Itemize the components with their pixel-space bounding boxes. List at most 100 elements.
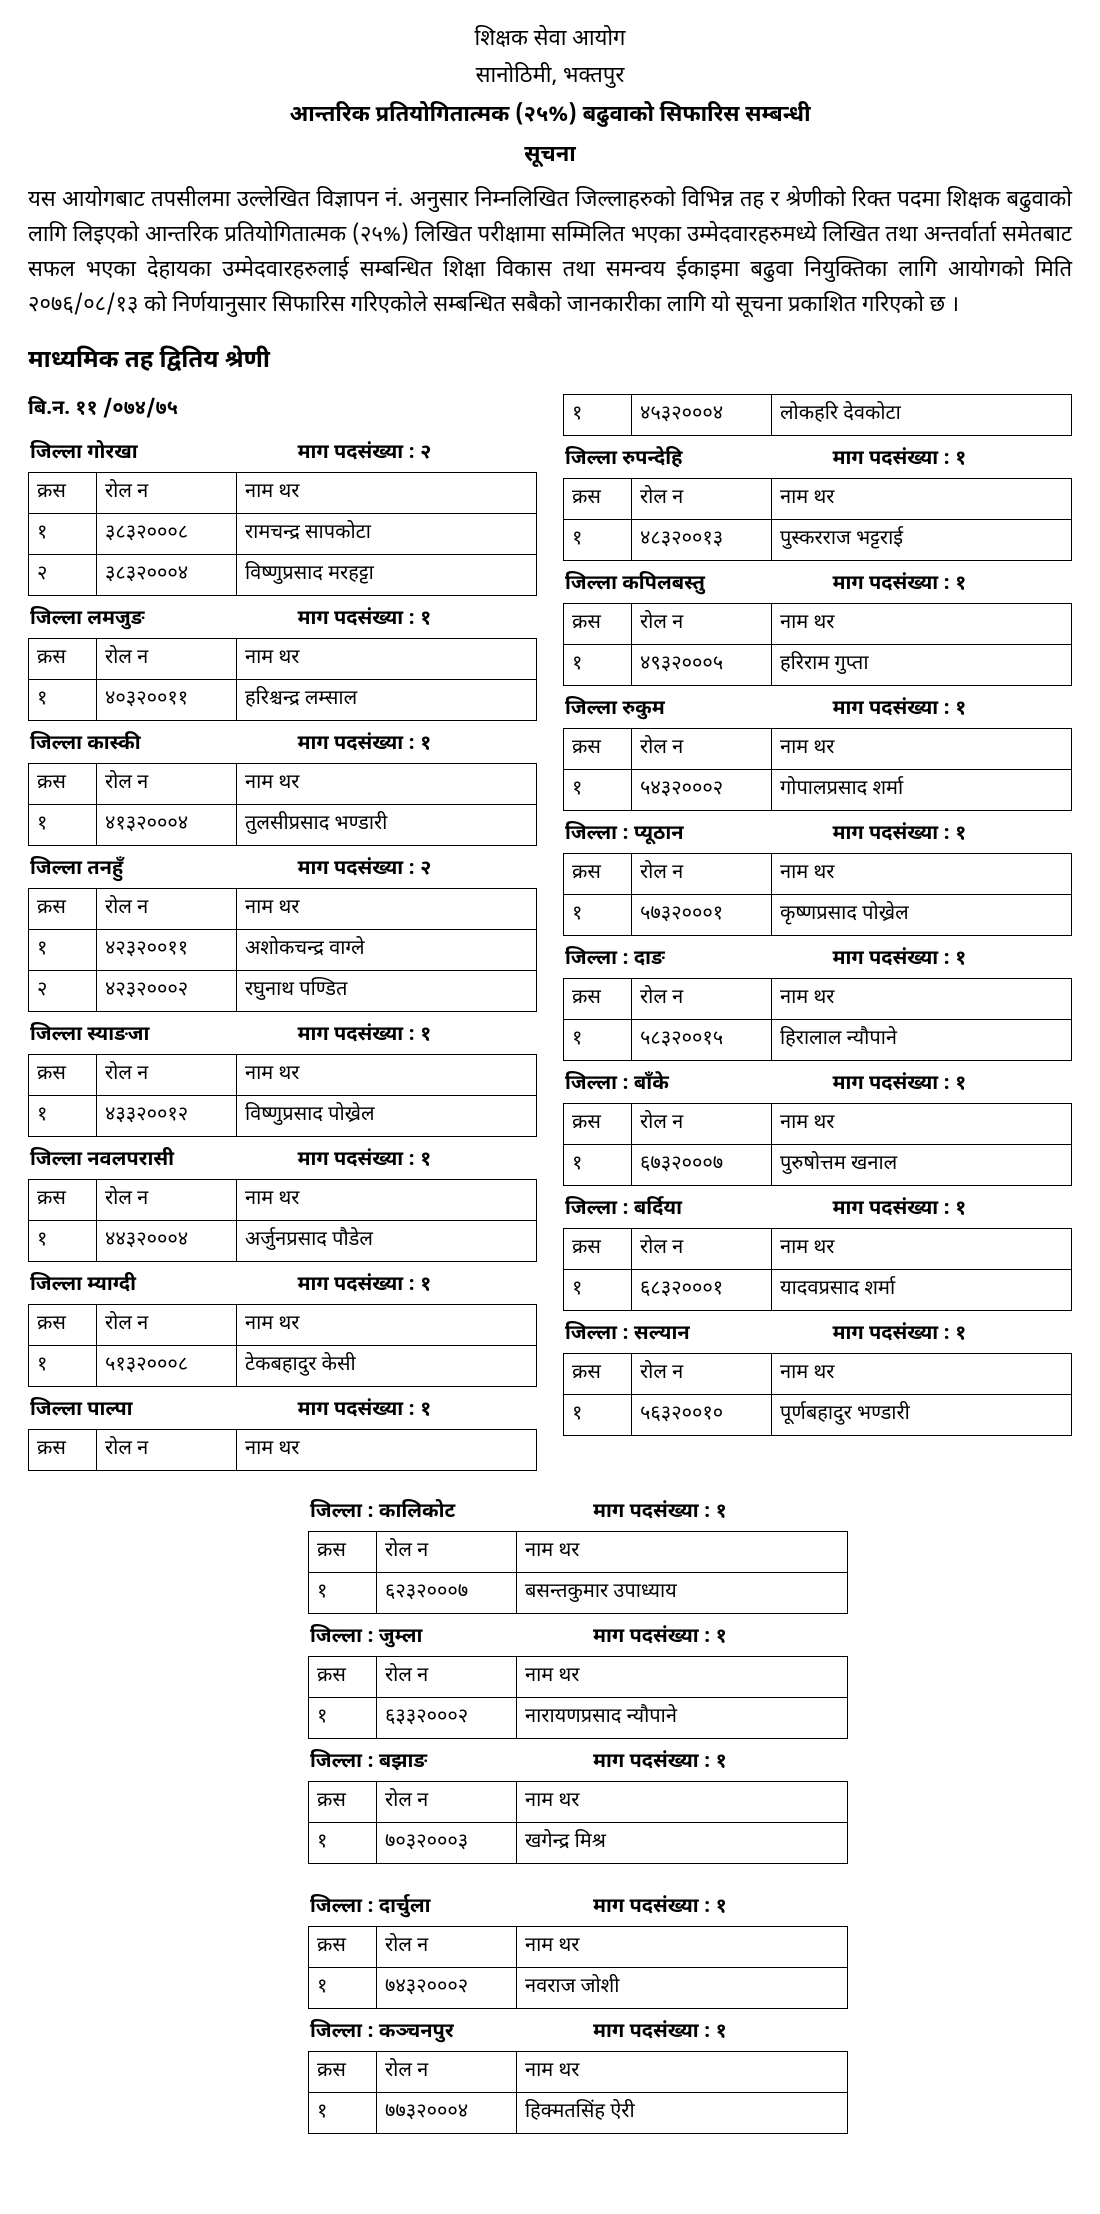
col-header-sn: क्रस xyxy=(309,1926,377,1967)
district-name: जिल्ला : सल्यान xyxy=(565,1319,803,1351)
district-header: जिल्ला गोरखामाग पदसंख्या : २ xyxy=(28,432,537,472)
result-table: क्रसरोल ननाम थर१६८३२०००१यादवप्रसाद शर्मा xyxy=(563,1228,1072,1311)
cell-roll: ४२३२०००२ xyxy=(97,970,237,1011)
section-title: माध्यमिक तह द्वितिय श्रेणी xyxy=(28,342,1072,380)
col-header-roll: रोल न xyxy=(97,763,237,804)
district-header: जिल्ला : कञ्चनपुरमाग पदसंख्या : १ xyxy=(308,2011,848,2051)
table-row: २३८३२०००४विष्णुप्रसाद मरहट्टा xyxy=(29,554,537,595)
result-table: क्रसरोल ननाम थर१७०३२०००३खगेन्द्र मिश्र xyxy=(308,1781,848,1864)
col-header-roll: रोल न xyxy=(97,1179,237,1220)
demand-count: माग पदसंख्या : १ xyxy=(803,694,1071,726)
cell-name: खगेन्द्र मिश्र xyxy=(517,1822,848,1863)
col-header-sn: क्रस xyxy=(309,1656,377,1697)
cell-sn: १ xyxy=(309,2092,377,2133)
cell-sn: १ xyxy=(564,894,632,935)
col-header-name: नाम थर xyxy=(237,1304,537,1345)
cell-roll: ५६३२००१० xyxy=(632,1394,772,1435)
table-row: १४५३२०००४लोकहरि देवकोटा xyxy=(564,394,1072,435)
col-header-name: नाम थर xyxy=(517,1926,848,1967)
district-name: जिल्ला नवलपरासी xyxy=(30,1145,268,1177)
cell-sn: १ xyxy=(309,1697,377,1738)
cell-sn: २ xyxy=(29,970,97,1011)
demand-count: माग पदसंख्या : १ xyxy=(268,729,536,761)
district-name: जिल्ला कपिलबस्तु xyxy=(565,569,803,601)
col-header-sn: क्रस xyxy=(309,1531,377,1572)
result-table: क्रसरोल ननाम थर१६२३२०००७बसन्तकुमार उपाध्… xyxy=(308,1531,848,1614)
district-name: जिल्ला : दार्चुला xyxy=(310,1892,563,1924)
table-row: १४१३२०००४तुलसीप्रसाद भण्डारी xyxy=(29,804,537,845)
cell-roll: ४२३२००११ xyxy=(97,929,237,970)
demand-count: माग पदसंख्या : १ xyxy=(268,1020,536,1052)
cell-roll: ४९३२०००५ xyxy=(632,644,772,685)
col-header-roll: रोल न xyxy=(97,638,237,679)
district-header: जिल्ला नवलपरासीमाग पदसंख्या : १ xyxy=(28,1139,537,1179)
result-table: क्रसरोल ननाम थर xyxy=(28,1429,537,1471)
district-name: जिल्ला म्याग्दी xyxy=(30,1270,268,1302)
cell-sn: १ xyxy=(29,1095,97,1136)
cell-sn: १ xyxy=(29,679,97,720)
district-name: जिल्ला : दाङ xyxy=(565,944,803,976)
table-row: १५४३२०००२गोपालप्रसाद शर्मा xyxy=(564,769,1072,810)
cell-name: यादवप्रसाद शर्मा xyxy=(772,1269,1072,1310)
col-header-roll: रोल न xyxy=(97,888,237,929)
result-table: क्रसरोल ननाम थर१६७३२०००७पुरुषोत्तम खनाल xyxy=(563,1103,1072,1186)
cell-roll: ३८३२०००४ xyxy=(97,554,237,595)
ad-number: बि.न. ११ /०७४/७५ xyxy=(28,394,537,426)
result-table: क्रसरोल ननाम थर१४८३२००१३पुस्करराज भट्टरा… xyxy=(563,478,1072,561)
cell-roll: ७४३२०००२ xyxy=(377,1967,517,2008)
district-name: जिल्ला लमजुङ xyxy=(30,604,268,636)
district-header: जिल्ला : प्यूठानमाग पदसंख्या : १ xyxy=(563,813,1072,853)
cell-roll: ७०३२०००३ xyxy=(377,1822,517,1863)
cell-roll: ४५३२०००४ xyxy=(632,394,772,435)
district-name: जिल्ला : बर्दिया xyxy=(565,1194,803,1226)
col-header-roll: रोल न xyxy=(97,472,237,513)
col-header-sn: क्रस xyxy=(29,763,97,804)
table-row: १४३३२००१२विष्णुप्रसाद पोख्रेल xyxy=(29,1095,537,1136)
table-row: १४४३२०००४अर्जुनप्रसाद पौडेल xyxy=(29,1220,537,1261)
table-row: १४८३२००१३पुस्करराज भट्टराई xyxy=(564,519,1072,560)
col-header-name: नाम थर xyxy=(517,1531,848,1572)
district-header: जिल्ला तनहुँमाग पदसंख्या : २ xyxy=(28,848,537,888)
cell-name: रघुनाथ पण्डित xyxy=(237,970,537,1011)
cell-sn: १ xyxy=(564,769,632,810)
table-row: १४०३२००११हरिश्चन्द्र लम्साल xyxy=(29,679,537,720)
col-header-sn: क्रस xyxy=(29,888,97,929)
demand-count: माग पदसंख्या : २ xyxy=(268,854,536,886)
col-header-roll: रोल न xyxy=(632,853,772,894)
result-table: क्रसरोल ननाम थर१४४३२०००४अर्जुनप्रसाद पौड… xyxy=(28,1179,537,1262)
col-header-name: नाम थर xyxy=(517,1656,848,1697)
cell-name: रामचन्द्र सापकोटा xyxy=(237,513,537,554)
col-header-name: नाम थर xyxy=(237,1054,537,1095)
cell-sn: १ xyxy=(564,644,632,685)
cell-roll: ६८३२०००१ xyxy=(632,1269,772,1310)
col-header-name: नाम थर xyxy=(772,603,1072,644)
result-table: क्रसरोल ननाम थर१७४३२०००२नवराज जोशी xyxy=(308,1926,848,2009)
table-row: १६७३२०००७पुरुषोत्तम खनाल xyxy=(564,1144,1072,1185)
cell-name: कृष्णप्रसाद पोख्रेल xyxy=(772,894,1072,935)
col-header-roll: रोल न xyxy=(632,728,772,769)
cell-sn: १ xyxy=(564,1019,632,1060)
district-header: जिल्ला लमजुङमाग पदसंख्या : १ xyxy=(28,598,537,638)
result-table: क्रसरोल ननाम थर१५७३२०००१कृष्णप्रसाद पोख्… xyxy=(563,853,1072,936)
demand-count: माग पदसंख्या : १ xyxy=(563,1497,846,1529)
cell-roll: ५७३२०००१ xyxy=(632,894,772,935)
cell-roll: ६७३२०००७ xyxy=(632,1144,772,1185)
demand-count: माग पदसंख्या : १ xyxy=(563,1892,846,1924)
demand-count: माग पदसंख्या : १ xyxy=(803,569,1071,601)
cell-name: नवराज जोशी xyxy=(517,1967,848,2008)
demand-count: माग पदसंख्या : १ xyxy=(803,819,1071,851)
cell-name: लोकहरि देवकोटा xyxy=(772,394,1072,435)
col-header-roll: रोल न xyxy=(632,1228,772,1269)
result-table: क्रसरोल ननाम थर१४०३२००११हरिश्चन्द्र लम्स… xyxy=(28,638,537,721)
cell-sn: १ xyxy=(309,1572,377,1613)
cell-roll: ५८३२००१५ xyxy=(632,1019,772,1060)
district-header: जिल्ला : जुम्लामाग पदसंख्या : १ xyxy=(308,1616,848,1656)
district-name: जिल्ला तनहुँ xyxy=(30,854,268,886)
cell-name: गोपालप्रसाद शर्मा xyxy=(772,769,1072,810)
demand-count: माग पदसंख्या : १ xyxy=(563,1622,846,1654)
col-header-name: नाम थर xyxy=(772,853,1072,894)
col-header-roll: रोल न xyxy=(377,1781,517,1822)
table-row: १४२३२००११अशोकचन्द्र वाग्ले xyxy=(29,929,537,970)
cell-name: पूर्णबहादुर भण्डारी xyxy=(772,1394,1072,1435)
result-table: क्रसरोल ननाम थर१५६३२००१०पूर्णबहादुर भण्ड… xyxy=(563,1353,1072,1436)
